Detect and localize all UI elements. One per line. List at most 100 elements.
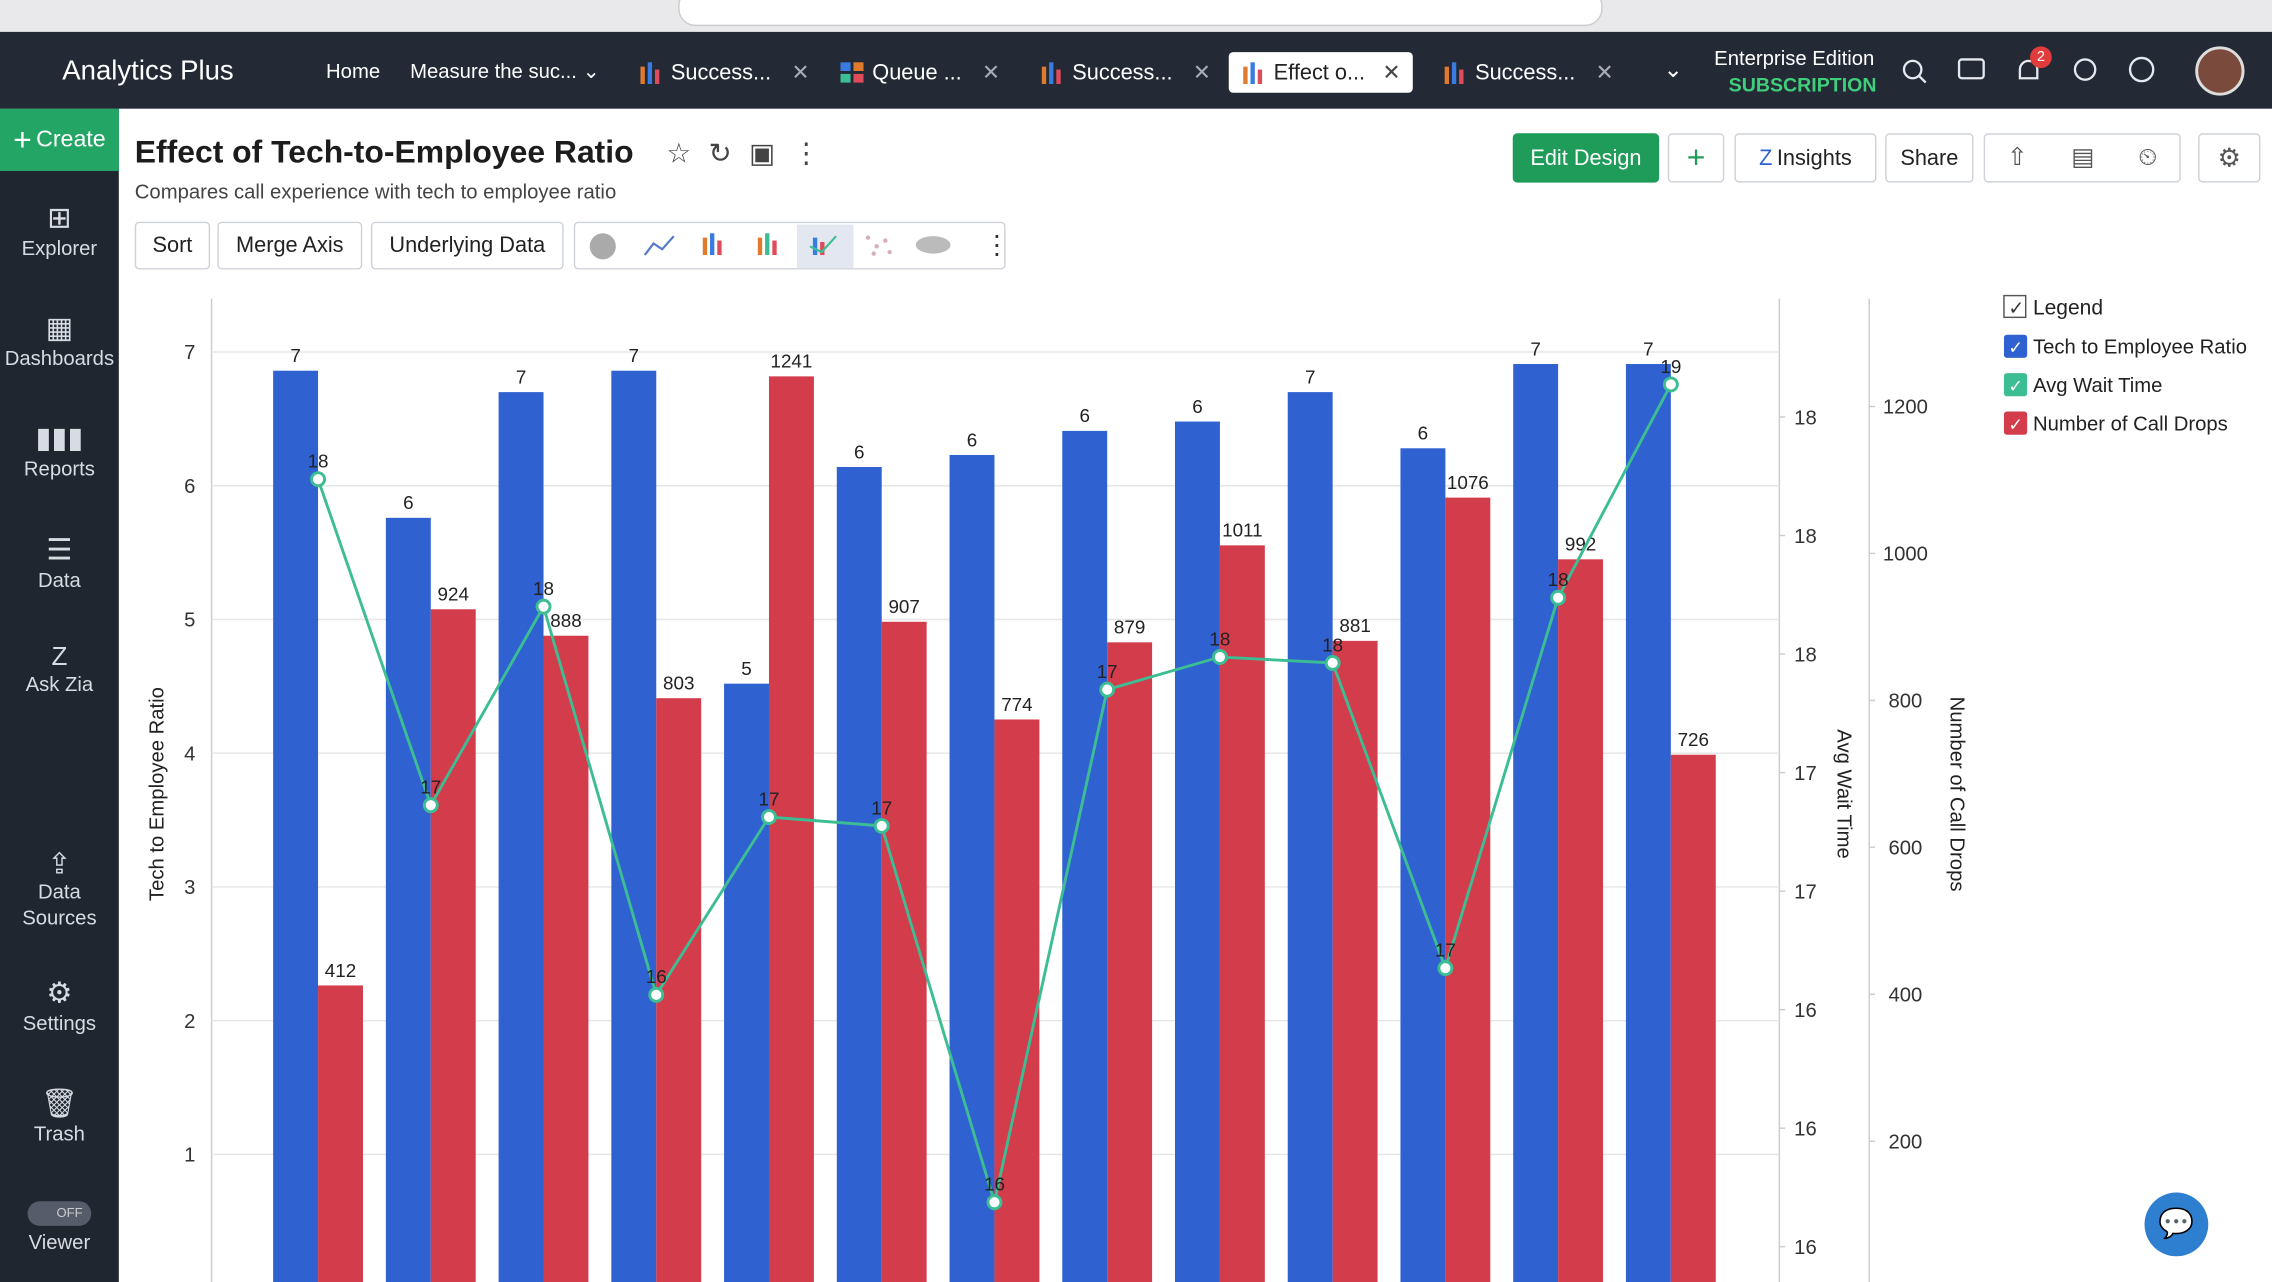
point-value-label: 17	[1435, 940, 1456, 961]
y3-tick-label: 600	[1889, 838, 1923, 860]
subscription-link[interactable]: SUBSCRIPTION	[1728, 73, 1877, 96]
bar	[1107, 642, 1153, 1282]
y3-tick-label: 1000	[1883, 544, 1928, 566]
line-point	[986, 1194, 1003, 1211]
bar	[1219, 545, 1265, 1282]
bar-value-label: 5	[741, 658, 751, 679]
brand[interactable]: Analytics Plus	[62, 56, 234, 87]
create-button[interactable]: + Create	[0, 108, 119, 171]
y-tick-label: 1	[184, 1145, 195, 1167]
svg-text:⋮: ⋮	[984, 230, 1004, 260]
bar	[1062, 430, 1108, 1282]
sidebar-item[interactable]: ⇪ Data Sources	[22, 849, 97, 929]
sidebar-label: Ask Zia	[25, 672, 94, 696]
line-point	[761, 809, 777, 826]
line-point	[648, 986, 665, 1003]
bar-value-label: 6	[403, 492, 413, 513]
sidebar-item[interactable]: Z Ask Zia	[25, 641, 94, 696]
bar	[273, 370, 319, 1282]
legend-label: Avg Wait Time	[2033, 375, 2163, 397]
tab[interactable]: Success... ✕	[639, 52, 810, 93]
bar	[724, 683, 769, 1282]
tab-active[interactable]: Effect o... ✕	[1228, 52, 1413, 93]
sidebar-item[interactable]: ⊞ Explorer	[21, 202, 98, 260]
line-point	[1437, 960, 1454, 977]
bar	[994, 719, 1040, 1282]
bar-value-label: 6	[1079, 405, 1089, 426]
bar-value-label: 7	[1530, 338, 1540, 359]
chart-type-bar: ⋮	[573, 221, 1006, 270]
avatar[interactable]	[2195, 46, 2245, 96]
tabs-menu[interactable]: ⌄	[1663, 57, 1683, 83]
search-icon[interactable]	[1902, 59, 1923, 80]
sidebar-item[interactable]: 🗑 Trash	[33, 1088, 85, 1145]
sort-button[interactable]: Sort	[134, 221, 211, 270]
y2-tick-label: 18	[1794, 526, 1817, 548]
add-button[interactable]: +	[1667, 133, 1725, 183]
chat-button[interactable]: 💬	[2144, 1192, 2209, 1257]
sidebar-item[interactable]: ▮▮▮ Reports	[23, 423, 95, 480]
point-value-label: 18	[308, 451, 329, 472]
line-point	[1324, 654, 1341, 671]
sidebar-item[interactable]: ▦ Dashboards	[4, 312, 115, 370]
sidebar-label: Reports	[23, 456, 95, 480]
nav-dropdown[interactable]: Measure the suc... ⌄	[410, 59, 600, 83]
tab-label: Success...	[1072, 60, 1173, 85]
tab[interactable]: Success... ✕	[1443, 52, 1614, 93]
bar-icon	[1444, 62, 1464, 85]
merge-axis-button[interactable]: Merge Axis	[217, 221, 363, 270]
underlying-data-button[interactable]: Underlying Data	[370, 221, 564, 270]
tab-label: Queue ...	[872, 60, 962, 85]
y2-tick-label: 16	[1794, 1237, 1817, 1259]
help-icon[interactable]	[2128, 56, 2155, 83]
bar-value-label: 803	[663, 672, 694, 693]
y2-tick-label: 17	[1794, 763, 1817, 785]
tab[interactable]: Queue ... ✕	[840, 52, 1000, 93]
y2-tick-label: 16	[1794, 1000, 1817, 1022]
bar	[768, 376, 814, 1282]
nav-label: Measure the suc...	[410, 59, 577, 83]
bar	[1670, 754, 1716, 1282]
report-actions[interactable]: ⇧ ▤ ⏲	[1983, 133, 2181, 183]
edit-design-button[interactable]: Edit Design	[1512, 133, 1660, 183]
settings-icon[interactable]	[2073, 58, 2097, 81]
bar	[1332, 640, 1378, 1282]
bar	[430, 609, 476, 1282]
sidebar-label: Data	[37, 568, 81, 592]
address-bar[interactable]	[678, 0, 1603, 27]
tab[interactable]: Success... ✕	[1040, 52, 1211, 93]
bar-value-label: 774	[1001, 694, 1032, 715]
header-icons	[1902, 56, 2155, 84]
bell-icon[interactable]	[2018, 59, 2039, 80]
bar-value-label: 7	[1305, 366, 1315, 387]
browser-bar	[0, 0, 2272, 32]
sidebar	[0, 108, 119, 1282]
legend-swatch	[2003, 334, 2028, 358]
report-title-icons[interactable]: ☆↻▣⋮	[666, 139, 838, 170]
tab-label: Success...	[670, 60, 772, 85]
y3-tick-label: 800	[1889, 691, 1923, 713]
share-button[interactable]: Share	[1885, 133, 1974, 183]
comments-icon[interactable]	[1957, 58, 1985, 80]
settings-button[interactable]: ⚙	[2198, 133, 2261, 183]
sidebar-item[interactable]: ⚙ Settings	[22, 978, 97, 1035]
y-tick-label: 3	[184, 877, 195, 899]
insights-button[interactable]: Z Insights	[1734, 133, 1877, 183]
sidebar-item[interactable]: ☰ Data	[37, 534, 81, 592]
y3-tick-label: 400	[1889, 985, 1923, 1007]
sidebar-label: Dashboards	[4, 346, 115, 370]
report-subtitle: Compares call experience with tech to em…	[134, 179, 617, 203]
legend-check: ✓	[2008, 376, 2023, 396]
nav-link[interactable]: Home	[326, 59, 381, 83]
line-point	[1211, 649, 1228, 665]
y2-tick-label: 18	[1794, 644, 1817, 666]
point-value-label: 16	[984, 1174, 1005, 1195]
point-value-label: 17	[871, 797, 892, 818]
viewer-toggle[interactable]: OFF	[27, 1201, 92, 1226]
legend-label: Number of Call Drops	[2033, 413, 2228, 435]
line-point	[310, 471, 327, 488]
legend-swatch	[2003, 373, 2028, 397]
legend-label: Tech to Employee Ratio	[2033, 337, 2247, 359]
